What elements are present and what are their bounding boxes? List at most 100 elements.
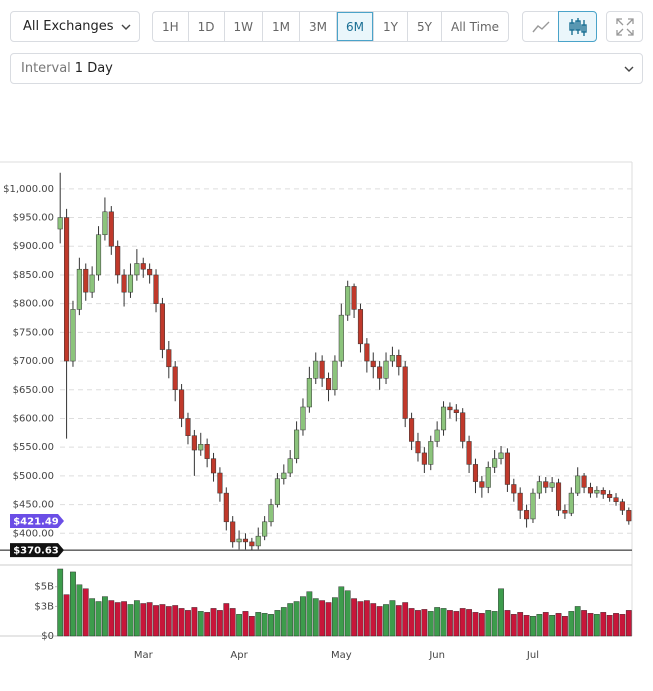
volume-bar: [306, 591, 313, 637]
candle-body: [402, 366, 408, 419]
candle-body: [357, 309, 364, 345]
range-button[interactable]: 1H: [153, 12, 189, 41]
candle-body: [319, 360, 325, 379]
candle-body: [619, 501, 625, 511]
volume-bar: [114, 602, 121, 637]
candle-body: [287, 458, 293, 474]
range-button[interactable]: 6M: [337, 12, 375, 41]
chevron: [121, 24, 131, 30]
volume-bar: [57, 568, 64, 637]
volume-bar: [574, 606, 581, 637]
candle-body: [485, 467, 491, 488]
volume-bar: [593, 614, 600, 637]
candle-body: [600, 489, 606, 495]
y-tick-label: $400.00: [13, 528, 54, 539]
range-button[interactable]: 1D: [189, 12, 225, 41]
exchange-dropdown[interactable]: All Exchanges: [10, 11, 140, 42]
price-badge: [10, 513, 64, 528]
candle-body: [134, 263, 140, 276]
volume-bar: [536, 614, 543, 637]
volume-bar: [383, 604, 389, 637]
volume-bar: [319, 600, 326, 637]
volume-bar: [510, 614, 517, 637]
candle-body: [568, 492, 574, 514]
candle-body: [325, 378, 332, 391]
candle-body: [587, 487, 594, 494]
volume-bar: [415, 610, 421, 637]
range-button[interactable]: 3M: [300, 12, 338, 41]
candle-body: [607, 494, 613, 498]
x-tick-label: Jun: [428, 650, 445, 661]
candle-body: [313, 360, 319, 379]
fullscreen-button[interactable]: [606, 11, 643, 42]
volume-bar: [363, 600, 370, 637]
candle-body: [64, 217, 70, 362]
range-button[interactable]: 1W: [225, 12, 264, 41]
volume-bar: [210, 608, 217, 637]
candle-body: [172, 366, 178, 391]
interval-dropdown[interactable]: Interval 1 Day: [10, 53, 643, 84]
candle-body: [306, 378, 312, 408]
candle-body: [255, 535, 261, 547]
volume-bar: [89, 598, 96, 637]
volume-bar: [562, 616, 568, 637]
volume-bar: [223, 603, 230, 637]
candle-body: [166, 349, 172, 368]
chevron: [624, 66, 634, 72]
volume-bar: [248, 616, 255, 637]
candle-body: [223, 492, 229, 523]
range-button[interactable]: 1M: [263, 12, 301, 41]
price-badge: [10, 543, 64, 558]
volume-bar: [542, 612, 549, 637]
volume-bar: [613, 613, 619, 637]
volume-tick-label: $0: [41, 631, 54, 642]
candle-body: [115, 245, 121, 276]
volume-bar: [121, 601, 127, 637]
candle-body: [159, 303, 165, 350]
candle-body: [140, 263, 146, 270]
candle-body: [460, 412, 466, 442]
candle-body: [242, 538, 249, 543]
range-button[interactable]: 1Y: [374, 12, 409, 41]
volume-bar: [82, 588, 89, 637]
volume-bar: [204, 612, 211, 637]
y-tick-label: $600.00: [13, 413, 54, 424]
candle-body: [421, 452, 427, 465]
candle-chart-button[interactable]: [558, 11, 597, 42]
volume-bar: [498, 588, 504, 637]
volume-bar: [261, 613, 268, 637]
candle-body: [332, 360, 338, 391]
price-badge-label: $370.63: [13, 546, 59, 557]
volume-bar: [555, 613, 562, 637]
volume-bar: [485, 610, 492, 637]
candle-body: [204, 444, 210, 459]
volume-tick-label: $5B: [34, 582, 54, 593]
y-tick-label: $750.00: [13, 327, 54, 338]
candle-body: [504, 452, 510, 485]
y-tick-label: $450.00: [13, 500, 54, 511]
candle-body: [377, 366, 383, 379]
candle-body: [102, 211, 108, 236]
range-button[interactable]: 5Y: [408, 12, 442, 41]
volume-bar: [351, 598, 357, 637]
candle-body: [210, 458, 217, 474]
candle-body: [345, 286, 351, 316]
volume-bar: [178, 608, 185, 637]
volume-bar: [108, 600, 115, 637]
x-tick-label: May: [331, 650, 352, 661]
candle-body: [389, 355, 395, 362]
volume-bar: [197, 611, 204, 637]
y-tick-label: $800.00: [13, 299, 54, 310]
candle-body: [70, 309, 76, 362]
volume-bar: [478, 613, 485, 637]
candle-body: [428, 441, 434, 465]
volume-bar: [581, 610, 587, 637]
candle-body: [249, 541, 255, 547]
y-tick-label: $500.00: [13, 471, 54, 482]
x-tick-label: Mar: [134, 650, 154, 661]
range-button[interactable]: All Time: [450, 19, 500, 34]
interval-label: Interval: [21, 61, 71, 76]
candle-body: [217, 472, 223, 494]
candle-body: [57, 217, 63, 230]
x-tick-label: Jul: [526, 650, 539, 661]
